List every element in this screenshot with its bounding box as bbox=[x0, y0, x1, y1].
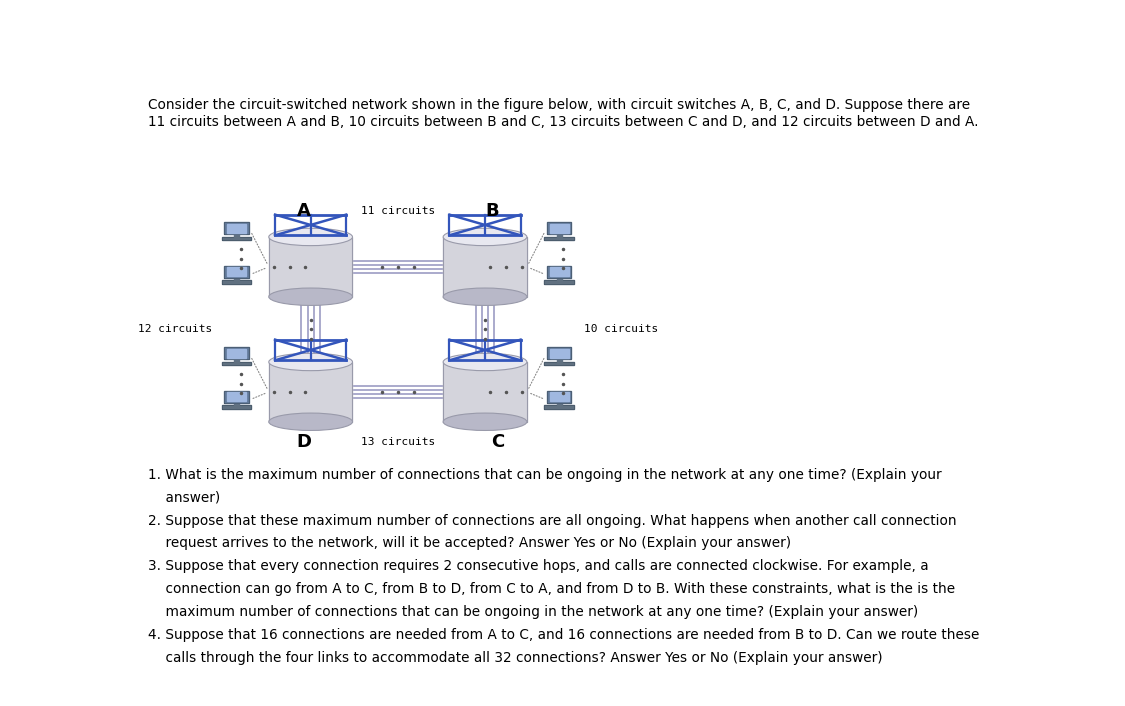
Polygon shape bbox=[547, 391, 572, 402]
Polygon shape bbox=[222, 280, 251, 284]
Ellipse shape bbox=[269, 228, 352, 246]
Polygon shape bbox=[234, 359, 240, 362]
Text: 4. Suppose that 16 connections are needed from A to C, and 16 connections are ne: 4. Suppose that 16 connections are neede… bbox=[147, 628, 979, 642]
Text: connection can go from A to C, from B to D, from C to A, and from D to B. With t: connection can go from A to C, from B to… bbox=[147, 582, 955, 596]
Polygon shape bbox=[547, 347, 572, 359]
Polygon shape bbox=[549, 268, 569, 276]
Polygon shape bbox=[557, 234, 561, 237]
Polygon shape bbox=[224, 347, 249, 359]
Text: 10 circuits: 10 circuits bbox=[584, 324, 658, 335]
Polygon shape bbox=[234, 234, 240, 237]
Text: 1. What is the maximum number of connections that can be ongoing in the network : 1. What is the maximum number of connect… bbox=[147, 468, 942, 482]
Polygon shape bbox=[549, 393, 569, 401]
Polygon shape bbox=[544, 237, 574, 240]
Text: 13 circuits: 13 circuits bbox=[361, 438, 435, 448]
Polygon shape bbox=[557, 277, 561, 280]
Polygon shape bbox=[224, 222, 249, 234]
Polygon shape bbox=[544, 405, 574, 409]
Text: Consider the circuit-switched network shown in the figure below, with circuit sw: Consider the circuit-switched network sh… bbox=[147, 98, 970, 112]
Polygon shape bbox=[234, 277, 240, 280]
Polygon shape bbox=[557, 359, 561, 362]
Polygon shape bbox=[547, 222, 572, 234]
Ellipse shape bbox=[443, 353, 526, 371]
Polygon shape bbox=[269, 237, 352, 297]
Text: C: C bbox=[492, 433, 505, 451]
Text: maximum number of connections that can be ongoing in the network at any one time: maximum number of connections that can b… bbox=[147, 605, 918, 619]
Ellipse shape bbox=[443, 413, 526, 431]
Text: 3. Suppose that every connection requires 2 consecutive hops, and calls are conn: 3. Suppose that every connection require… bbox=[147, 559, 928, 573]
Ellipse shape bbox=[269, 288, 352, 306]
Polygon shape bbox=[227, 268, 246, 276]
Text: 2. Suppose that these maximum number of connections are all ongoing. What happen: 2. Suppose that these maximum number of … bbox=[147, 514, 956, 527]
Ellipse shape bbox=[443, 288, 526, 306]
Text: 11 circuits: 11 circuits bbox=[361, 206, 435, 216]
Ellipse shape bbox=[269, 413, 352, 431]
Polygon shape bbox=[269, 362, 352, 421]
Text: 11 circuits between A and B, 10 circuits between B and C, 13 circuits between C : 11 circuits between A and B, 10 circuits… bbox=[147, 114, 978, 128]
Text: B: B bbox=[485, 202, 498, 220]
Polygon shape bbox=[443, 237, 526, 297]
Polygon shape bbox=[222, 237, 251, 240]
Polygon shape bbox=[544, 280, 574, 284]
Text: D: D bbox=[296, 433, 312, 451]
Text: answer): answer) bbox=[147, 491, 219, 505]
Ellipse shape bbox=[269, 353, 352, 371]
Ellipse shape bbox=[443, 228, 526, 246]
Text: calls through the four links to accommodate all 32 connections? Answer Yes or No: calls through the four links to accommod… bbox=[147, 651, 882, 664]
Polygon shape bbox=[557, 402, 561, 405]
Polygon shape bbox=[227, 393, 246, 401]
Text: A: A bbox=[297, 202, 310, 220]
Polygon shape bbox=[227, 349, 246, 358]
Polygon shape bbox=[224, 391, 249, 402]
Polygon shape bbox=[547, 265, 572, 277]
Polygon shape bbox=[549, 224, 569, 232]
Polygon shape bbox=[227, 224, 246, 232]
Polygon shape bbox=[222, 405, 251, 409]
Text: 12 circuits: 12 circuits bbox=[138, 324, 213, 335]
Polygon shape bbox=[443, 362, 526, 421]
Polygon shape bbox=[544, 362, 574, 365]
Polygon shape bbox=[224, 265, 249, 277]
Polygon shape bbox=[549, 349, 569, 358]
Polygon shape bbox=[222, 362, 251, 365]
Polygon shape bbox=[234, 402, 240, 405]
Text: request arrives to the network, will it be accepted? Answer Yes or No (Explain y: request arrives to the network, will it … bbox=[147, 537, 791, 551]
